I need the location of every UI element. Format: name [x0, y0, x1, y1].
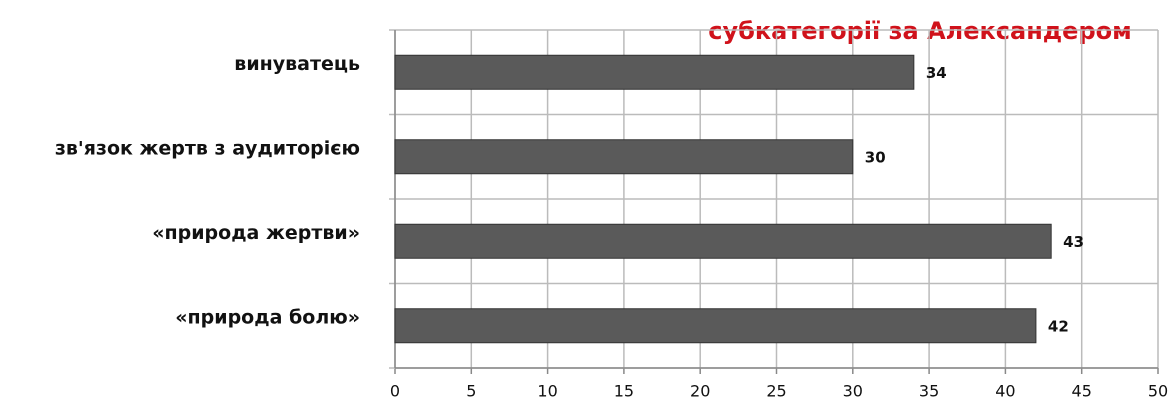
x-tick-label: 50 — [1148, 382, 1168, 401]
x-tick-label: 0 — [390, 382, 400, 401]
value-label: 42 — [1048, 317, 1069, 335]
x-tick-label: 45 — [1072, 382, 1092, 401]
x-tick-label: 40 — [995, 382, 1015, 401]
value-label: 43 — [1063, 233, 1084, 251]
y-tick-label: винуватець — [234, 53, 360, 75]
chart-title: субкатегорії за Александером — [708, 17, 1131, 45]
x-tick-label: 20 — [690, 382, 710, 401]
value-label: 34 — [926, 64, 947, 82]
bar — [394, 54, 915, 90]
x-tick-label: 10 — [537, 382, 557, 401]
bar — [394, 139, 854, 175]
y-tick-label: зв'язок жертв з аудиторією — [55, 137, 360, 159]
x-tick-label: 35 — [919, 382, 939, 401]
y-tick-label: «природа жертви» — [152, 222, 360, 244]
x-tick-label: 30 — [843, 382, 863, 401]
x-tick-label: 25 — [766, 382, 786, 401]
value-label: 30 — [865, 148, 886, 166]
x-tick-label: 5 — [466, 382, 476, 401]
bar — [394, 223, 1052, 259]
bar — [394, 308, 1037, 344]
y-tick-label: «природа болю» — [175, 306, 360, 328]
x-tick-label: 15 — [614, 382, 634, 401]
